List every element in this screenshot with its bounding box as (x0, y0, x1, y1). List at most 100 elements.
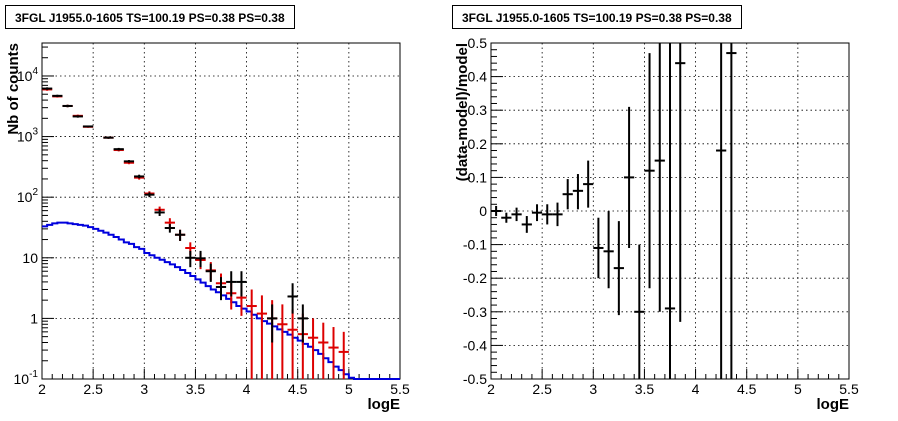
residual-data-point (531, 204, 543, 222)
residuals-y-tick-label: -0.3 (463, 304, 487, 320)
data-data-point (113, 147, 124, 151)
residual-data-point (562, 179, 573, 210)
data-data-point (205, 263, 216, 282)
residual-data-point (623, 106, 635, 248)
counts-y-tick-exponent: 2 (32, 187, 38, 198)
data-data-point (154, 209, 165, 216)
residual-data-point (664, 43, 676, 379)
counts-x-tick-label: 3.5 (186, 381, 206, 397)
residuals-x-tick-label: 5.5 (839, 381, 859, 397)
model-data-point (307, 318, 319, 379)
residuals-x-tick-label: 2.5 (532, 381, 552, 397)
data-data-point (103, 136, 114, 139)
residuals-y-tick-label: -0.5 (463, 371, 487, 387)
residual-data-point (716, 43, 727, 379)
data-data-point (236, 271, 247, 297)
residual-data-point (511, 207, 522, 222)
residuals-y-tick-label: -0.2 (463, 270, 487, 286)
residuals-x-tick-label: 3 (589, 381, 597, 397)
residuals-y-tick-label: -0.4 (463, 337, 487, 353)
data-data-point (42, 87, 53, 90)
counts-x-tick-label: 4.5 (288, 381, 308, 397)
counts-y-tick-base: 10 (14, 371, 30, 387)
counts-y-tick-exponent: 4 (32, 66, 38, 77)
counts-y-tick-label: 10 (22, 250, 38, 266)
counts-y-tick-base: 10 (17, 129, 33, 145)
counts-x-tick-label: 4 (243, 381, 251, 397)
model-data-point (256, 295, 268, 379)
counts-frame (41, 42, 401, 380)
counts-y-tick-label: 102 (17, 187, 39, 205)
model-data-point (246, 289, 257, 379)
model-data-point (277, 304, 288, 379)
counts-y-tick-label: 104 (17, 66, 39, 84)
residual-data-point (542, 204, 553, 225)
residuals-y-axis-label: (data-model)/model (454, 43, 471, 181)
counts-y-tick-exponent: 3 (32, 127, 38, 138)
counts-y-tick-base: 1 (30, 310, 38, 326)
residual-data-point (634, 244, 645, 379)
counts-y-axis-label: Nb of counts (5, 43, 22, 135)
residuals-y-tick-label: 0.2 (468, 136, 488, 152)
counts-x-tick-label: 2 (38, 381, 46, 397)
residual-data-point (593, 217, 604, 279)
residuals-x-tick-label: 2 (487, 381, 495, 397)
counts-x-axis-label: logE (368, 396, 401, 413)
residuals-y-tick-label: 0.5 (468, 35, 488, 51)
residual-data-point (603, 211, 614, 289)
residuals-plot-title: 3FGL J1955.0-1605 TS=100.19 PS=0.38 PS=0… (452, 5, 742, 29)
counts-y-tick-label: 103 (17, 127, 39, 145)
residual-data-point (644, 53, 655, 289)
data-data-point (123, 160, 135, 163)
residual-data-point (726, 43, 737, 379)
residuals-x-tick-label: 4 (692, 381, 700, 397)
data-data-point (185, 250, 196, 268)
residual-data-point (572, 174, 584, 210)
residuals-x-axis-label: logE (817, 396, 850, 413)
residuals-x-tick-label: 4.5 (737, 381, 757, 397)
counts-plot-title: 3FGL J1955.0-1605 TS=100.19 PS=0.38 PS=0… (5, 5, 295, 29)
data-data-point (164, 224, 175, 233)
model-step-line (42, 221, 400, 380)
residual-data-point (491, 205, 502, 217)
data-data-point (287, 283, 298, 314)
model-data-point (287, 309, 298, 379)
data-data-point (267, 304, 278, 343)
residuals-y-tick-label: -0.1 (463, 237, 487, 253)
residual-data-point (675, 43, 686, 322)
data-data-point (195, 250, 206, 268)
counts-y-tick-base: 10 (17, 68, 33, 84)
counts-y-tick-label: 10-1 (14, 369, 39, 387)
residual-data-point (501, 212, 512, 223)
residuals-y-tick-label: 0.3 (468, 102, 488, 118)
data-data-point (174, 229, 186, 241)
residuals-y-tick-label: 0.1 (468, 169, 488, 185)
counts-y-tick-label: 1 (30, 310, 38, 326)
counts-x-tick-label: 5.5 (390, 381, 410, 397)
residuals-x-tick-label: 5 (794, 381, 802, 397)
residual-data-point (521, 216, 532, 233)
residual-data-point (552, 202, 563, 227)
data-data-point (62, 104, 73, 108)
model-data-point (328, 327, 339, 379)
model-data-point (318, 322, 329, 379)
data-data-point (134, 174, 145, 179)
counts-x-tick-label: 2.5 (83, 381, 103, 397)
counts-x-tick-label: 5 (345, 381, 353, 397)
counts-y-tick-exponent: -1 (29, 369, 38, 380)
counts-y-tick-base: 10 (22, 250, 38, 266)
data-data-point (226, 271, 237, 297)
data-data-point (52, 94, 63, 97)
data-data-point (72, 115, 83, 118)
counts-x-tick-label: 3 (140, 381, 148, 397)
data-data-point (82, 125, 94, 128)
data-data-point (144, 192, 155, 198)
model-data-point (338, 331, 349, 379)
counts-y-tick-base: 10 (17, 189, 33, 205)
residual-data-point (654, 43, 665, 312)
residual-data-point (613, 221, 624, 316)
residuals-y-tick-label: 0 (479, 203, 487, 219)
